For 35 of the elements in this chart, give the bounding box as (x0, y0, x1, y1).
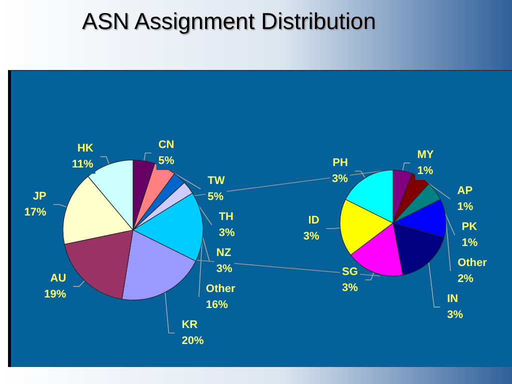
slice-label: PH (332, 157, 348, 170)
slice-label: MY (417, 149, 434, 162)
data-label: 5% (158, 154, 174, 167)
data-label: 1% (417, 165, 434, 178)
slice-label: AP (457, 185, 473, 198)
slice-label: TH (218, 210, 234, 223)
slice-label: Other (458, 257, 488, 270)
slice-label: TW (208, 174, 226, 187)
slice-label: KR (182, 318, 198, 331)
slice-label: SG (342, 266, 358, 278)
data-label: 2% (458, 273, 474, 286)
data-label: 11% (72, 158, 94, 171)
slice-label: JP (32, 190, 46, 202)
data-label: 5% (208, 190, 224, 203)
chart-title: ASN Assignment Distribution (82, 8, 376, 35)
data-label: 16% (206, 298, 228, 311)
slice-label: PK (462, 221, 478, 234)
slice-label: NZ (216, 246, 232, 259)
slice-label: HK (77, 142, 94, 155)
slice-label: AU (50, 272, 66, 284)
data-label: 19% (44, 288, 66, 300)
data-label: 3% (332, 173, 348, 186)
data-label: 3% (303, 230, 320, 243)
slice-label: Other (206, 282, 236, 295)
data-label: 3% (342, 282, 358, 294)
slice-label: ID (308, 214, 320, 227)
slice-label: IN (447, 293, 458, 306)
data-label: 1% (462, 237, 478, 250)
data-label: 1% (457, 201, 474, 214)
data-label: 20% (182, 334, 204, 347)
data-label: 3% (216, 262, 233, 275)
data-label: 17% (24, 206, 46, 218)
data-label: 3% (218, 226, 235, 239)
data-label: 3% (447, 309, 464, 322)
slice-label: CN (158, 138, 174, 151)
